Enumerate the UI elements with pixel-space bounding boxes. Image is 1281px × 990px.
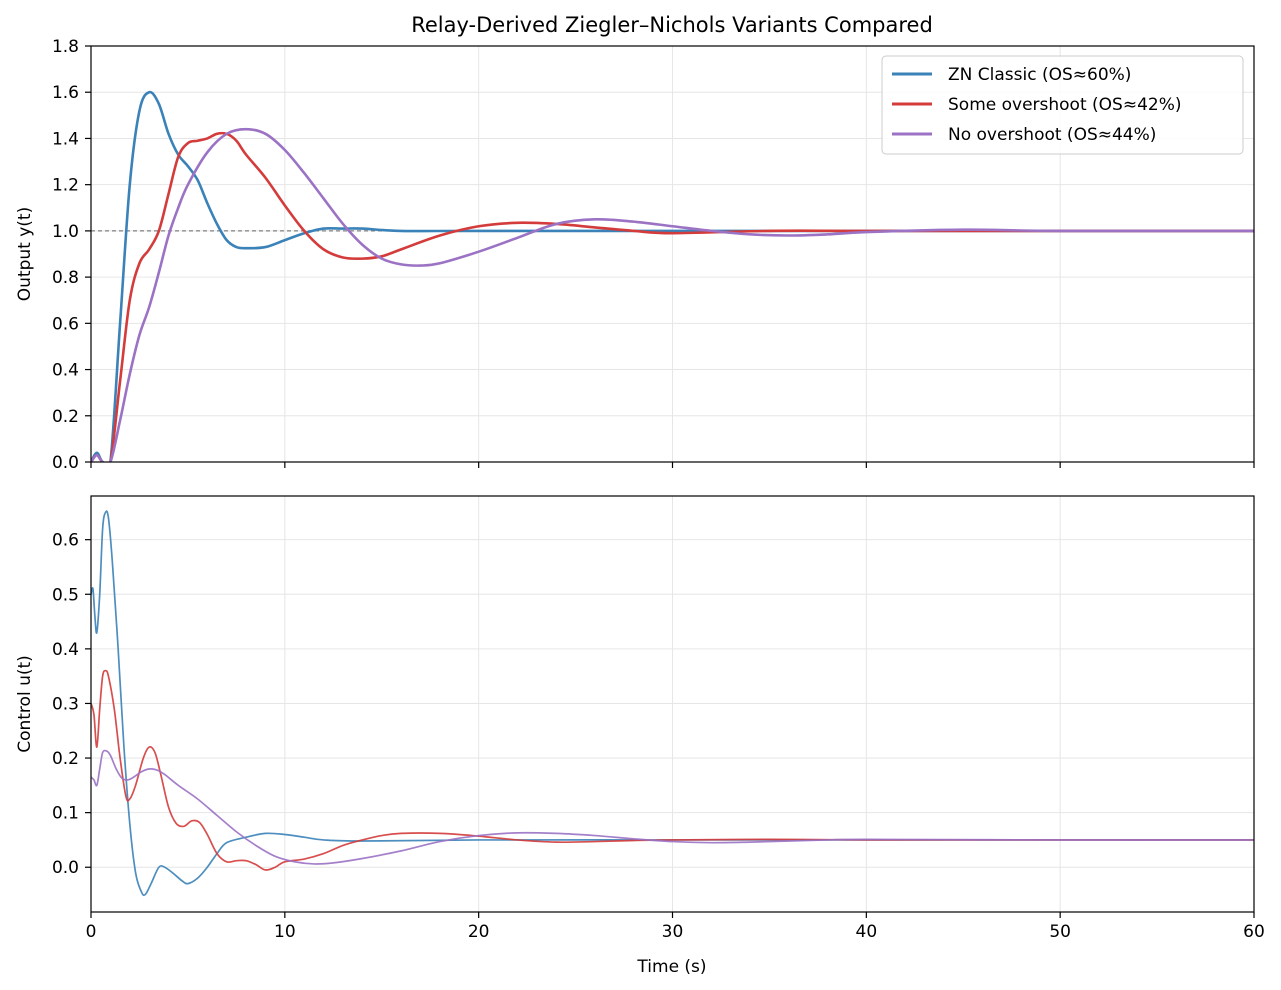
y-tick-label: 1.0 bbox=[52, 222, 79, 242]
x-tick-label: 30 bbox=[662, 922, 684, 942]
legend: ZN Classic (OS≈60%) Some overshoot (OS≈42… bbox=[881, 55, 1244, 155]
x-tick-label: 0 bbox=[86, 922, 97, 942]
grid bbox=[91, 496, 1254, 912]
series-line-0 bbox=[91, 510, 1254, 897]
legend-entry-1: Some overshoot (OS≈42%) bbox=[948, 95, 1182, 115]
x-tick-label: 40 bbox=[856, 922, 878, 942]
y-tick-label: 0.6 bbox=[52, 531, 79, 551]
y-tick-label: 1.4 bbox=[52, 129, 79, 149]
legend-box bbox=[881, 55, 1244, 155]
series-line-2 bbox=[91, 127, 1254, 462]
top-y-axis-label: Output y(t) bbox=[15, 207, 35, 301]
series-line-0 bbox=[91, 90, 1254, 462]
chart-title: Relay-Derived Ziegler–Nichols Variants C… bbox=[411, 13, 933, 37]
control-panel: 0 10 20 30 40 50 60 0.0 0.1 0.2 0.3 0.4 0.5 0.6 bbox=[52, 495, 1265, 942]
y-tick-label: 0.5 bbox=[52, 585, 79, 605]
x-tick-label: 50 bbox=[1049, 922, 1071, 942]
y-tick-label: 0.6 bbox=[52, 314, 79, 334]
y-tick-label: 0.3 bbox=[52, 694, 79, 714]
legend-entry-2: No overshoot (OS≈44%) bbox=[948, 125, 1156, 145]
bottom-y-axis-label: Control u(t) bbox=[15, 655, 35, 753]
y-tick-label: 0.1 bbox=[52, 804, 79, 824]
x-tick-label: 20 bbox=[468, 922, 490, 942]
y-tick-label: 0.2 bbox=[52, 749, 79, 769]
legend-entry-0: ZN Classic (OS≈60%) bbox=[948, 65, 1131, 85]
y-tick-label: 0.4 bbox=[52, 361, 79, 381]
series-line-1 bbox=[91, 131, 1254, 462]
series-line-1 bbox=[91, 669, 1254, 871]
x-axis-label: Time (s) bbox=[636, 957, 706, 977]
y-tick-label: 0.0 bbox=[52, 858, 79, 878]
y-tick-label: 0.8 bbox=[52, 268, 79, 288]
x-tick-label: 10 bbox=[274, 922, 296, 942]
y-tick-label: 1.2 bbox=[52, 176, 79, 196]
series-line-2 bbox=[91, 749, 1254, 865]
output-panel: 0.0 0.2 0.4 0.6 0.8 1.0 1.2 1.4 1.6 1.8 ZN Classic… bbox=[52, 37, 1255, 473]
y-tick-label: 0.4 bbox=[52, 640, 79, 660]
y-tick-label: 1.8 bbox=[52, 37, 79, 57]
x-tick-label: 60 bbox=[1243, 922, 1265, 942]
y-tick-label: 1.6 bbox=[52, 83, 79, 103]
y-tick-label: 0.2 bbox=[52, 407, 79, 427]
y-tick-label: 0.0 bbox=[52, 453, 79, 473]
